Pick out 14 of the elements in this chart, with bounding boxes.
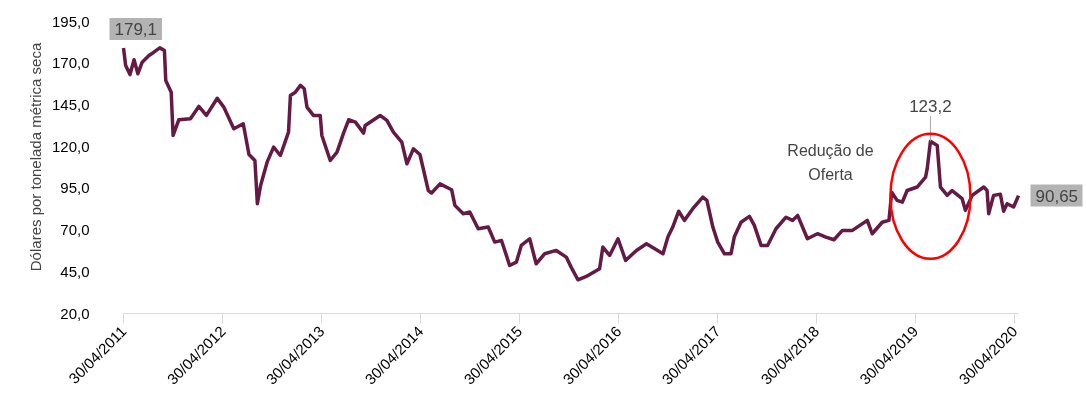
data-label: 123,2 [909,97,952,117]
line-series [121,46,1021,282]
y-tick-label: 70,0 [60,221,90,239]
y-axis-title: Dólares por tonelada métrica seca [26,42,44,272]
annotation: Redução de Oferta [787,142,874,183]
y-tick-label: 20,0 [60,304,90,322]
y-tick-label: 145,0 [51,95,90,113]
y-tick-label: 45,0 [60,262,90,280]
y-tick-label: 120,0 [51,137,90,155]
y-tick-label: 95,0 [60,179,90,197]
y-tick-label: 170,0 [51,54,90,72]
y-tick-label: 195,0 [51,12,90,30]
data-label: 90,65 [1035,186,1079,206]
data-label: 179,1 [114,20,158,40]
